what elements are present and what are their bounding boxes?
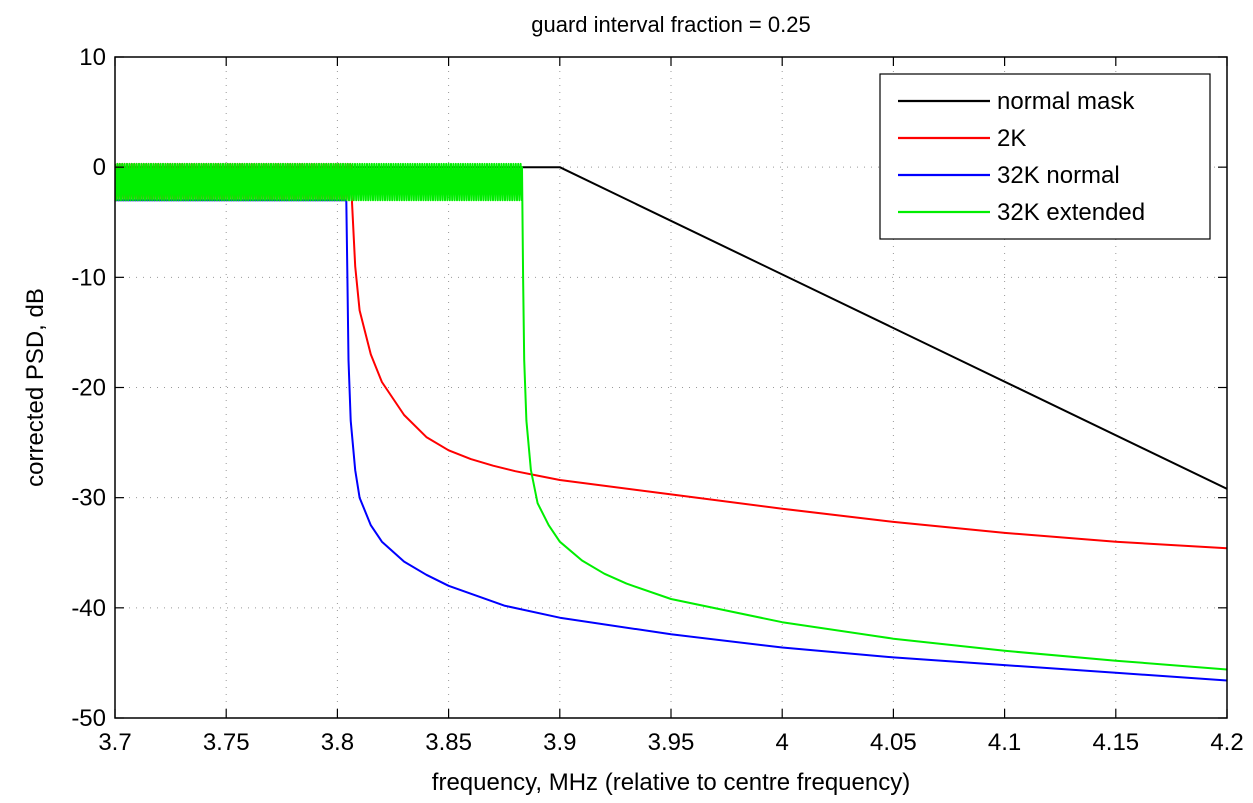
y-tick-label: -40 [71,595,106,622]
x-tick-label: 3.7 [98,729,131,756]
y-tick-label: -10 [71,264,106,291]
y-tick-label: -50 [71,705,106,732]
x-tick-label: 4.15 [1092,729,1139,756]
x-tick-label: 3.9 [543,729,576,756]
legend: normal mask 2K 32K normal 32K extended [879,73,1211,240]
x-tick-label: 4.2 [1210,729,1243,756]
y-tick-label: 10 [79,44,106,71]
x-tick-label: 3.75 [203,729,250,756]
series-layer [115,162,1227,682]
x-tick-label: 3.95 [648,729,695,756]
legend-label: normal mask [997,88,1135,115]
tick-layer: 3.7 3.75 3.8 3.85 3.9 3.95 4 4.05 4.1 4.15 4.2 10 0 -… [71,44,1243,756]
y-tick-label: 0 [93,154,106,181]
x-axis-label: frequency, MHz (relative to centre frequ… [432,769,910,796]
y-tick-label: -20 [71,375,106,402]
y-tick-label: -30 [71,485,106,512]
series-line-32k-normal [115,199,1227,682]
x-tick-label: 3.85 [425,729,472,756]
x-tick-label: 3.8 [321,729,354,756]
x-tick-label: 4.05 [870,729,917,756]
x-tick-label: 4.1 [988,729,1021,756]
legend-label: 32K extended [997,199,1145,226]
legend-label: 32K normal [997,162,1120,189]
legend-label: 2K [997,125,1026,152]
chart-title: guard interval fraction = 0.25 [531,12,810,37]
x-tick-label: 4 [776,729,789,756]
series-line-32k-extended [115,162,1227,671]
y-axis-label: corrected PSD, dB [22,288,49,487]
